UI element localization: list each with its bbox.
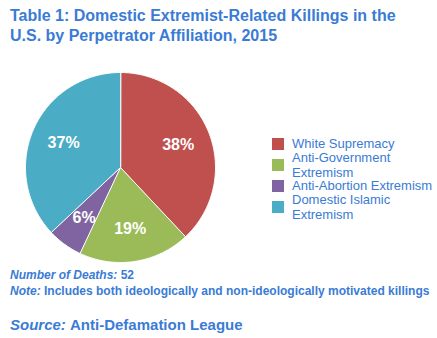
html-text:Anti-Abortion Extremism: Anti-Abortion Extremism (292, 178, 433, 193)
svg-text:37%: 37% (48, 134, 80, 151)
html-text:Number of Deaths: 52: Number of Deaths: 52 (10, 268, 134, 282)
html-text:Domestic Islamic Extremism: Domestic Islamic Extremism (292, 191, 391, 222)
html-text:Table 1: Domestic Extremist-Re: Table 1: Domestic Extremist-Related Kill… (10, 7, 396, 44)
html-text:White Supremacy: White Supremacy (292, 136, 395, 151)
html-text:Source: Anti-Defamation League: Source: Anti-Defamation League (10, 316, 243, 333)
html-text:Anti-Government Extremism: Anti-Government Extremism (292, 149, 391, 180)
svg-text:19%: 19% (114, 220, 146, 237)
svg-text:6%: 6% (72, 209, 95, 226)
svg-text:38%: 38% (162, 136, 194, 153)
html-text:Note: Includes both ideologica: Note: Includes both ideologically and no… (10, 284, 430, 298)
